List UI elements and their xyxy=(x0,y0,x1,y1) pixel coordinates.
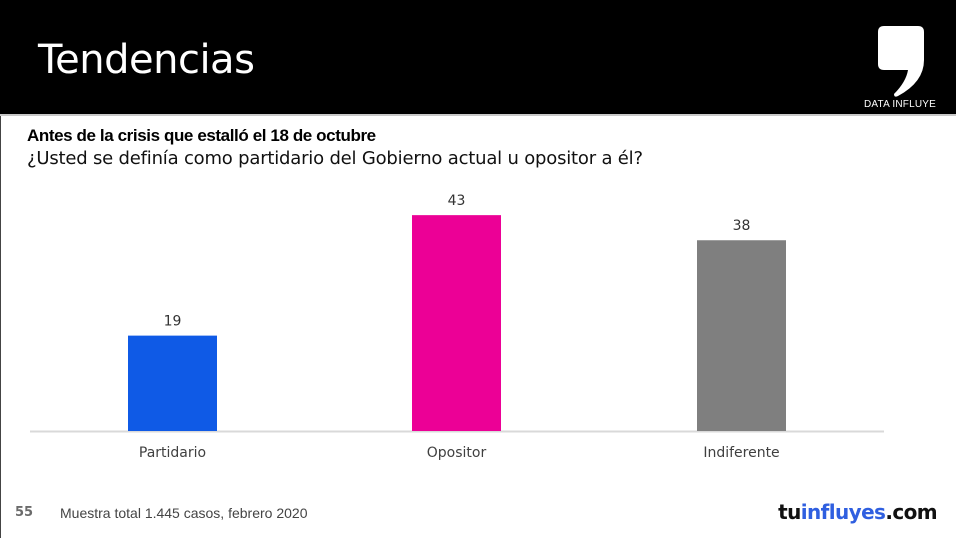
comma-quote-icon xyxy=(878,26,924,97)
bar-opositor xyxy=(412,215,501,431)
category-label-opositor: Opositor xyxy=(427,445,487,461)
chart-subtitle: Antes de la crisis que estalló el 18 de … xyxy=(27,126,376,145)
bar-indiferente xyxy=(697,240,786,431)
chart-question: ¿Usted se definía como partidario del Go… xyxy=(27,148,643,169)
bar-partidario xyxy=(128,335,217,431)
value-label-indiferente: 38 xyxy=(733,218,751,234)
slide-left-border xyxy=(0,0,1,538)
bars-group xyxy=(128,215,786,431)
category-label-indiferente: Indiferente xyxy=(703,445,779,461)
bar-chart: 19 43 38 Partidario Opositor Indiferente xyxy=(0,180,956,470)
logo-caption: DATA INFLUYE xyxy=(863,99,936,110)
sample-note: Muestra total 1.445 casos, febrero 2020 xyxy=(60,505,308,521)
value-labels-group: 19 43 38 xyxy=(164,193,751,329)
category-labels-group: Partidario Opositor Indiferente xyxy=(139,445,780,461)
value-label-partidario: 19 xyxy=(164,314,182,330)
value-label-opositor: 43 xyxy=(448,193,466,209)
bar-chart-svg: 19 43 38 Partidario Opositor Indiferente xyxy=(30,193,884,461)
page-number: 55 xyxy=(15,505,34,520)
category-label-partidario: Partidario xyxy=(139,445,206,461)
brand-logo[interactable]: tuinfluyes.com xyxy=(778,500,937,524)
brand-part-tu: tu xyxy=(778,500,801,524)
page-title: Tendencias xyxy=(38,37,255,83)
brand-part-com: .com xyxy=(885,500,937,524)
brand-part-influyes: influyes xyxy=(800,500,886,524)
header-bar: Tendencias DATA INFLUYE xyxy=(0,0,956,116)
